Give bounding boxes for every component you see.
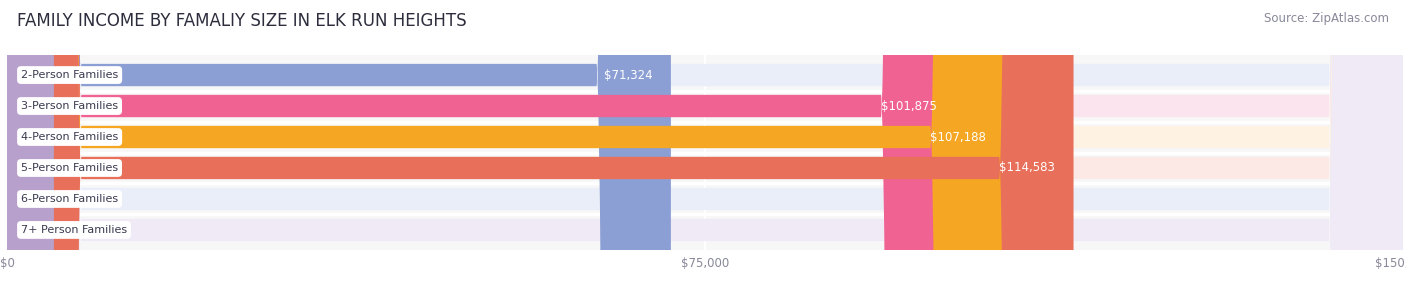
- Text: 4-Person Families: 4-Person Families: [21, 132, 118, 142]
- FancyBboxPatch shape: [7, 0, 1074, 305]
- FancyBboxPatch shape: [7, 0, 1403, 305]
- Text: Source: ZipAtlas.com: Source: ZipAtlas.com: [1264, 12, 1389, 25]
- Text: $114,583: $114,583: [1000, 161, 1054, 174]
- FancyBboxPatch shape: [7, 0, 1403, 305]
- FancyBboxPatch shape: [7, 0, 53, 305]
- Text: $0: $0: [77, 224, 91, 236]
- Text: FAMILY INCOME BY FAMALIY SIZE IN ELK RUN HEIGHTS: FAMILY INCOME BY FAMALIY SIZE IN ELK RUN…: [17, 12, 467, 30]
- FancyBboxPatch shape: [7, 0, 1403, 305]
- Text: 5-Person Families: 5-Person Families: [21, 163, 118, 173]
- FancyBboxPatch shape: [7, 0, 1403, 305]
- Text: 2-Person Families: 2-Person Families: [21, 70, 118, 80]
- Text: $107,188: $107,188: [931, 131, 986, 144]
- FancyBboxPatch shape: [7, 0, 1403, 305]
- FancyBboxPatch shape: [7, 0, 671, 305]
- FancyBboxPatch shape: [7, 0, 955, 305]
- Text: 7+ Person Families: 7+ Person Families: [21, 225, 127, 235]
- Text: 6-Person Families: 6-Person Families: [21, 194, 118, 204]
- Text: $101,875: $101,875: [880, 99, 936, 113]
- FancyBboxPatch shape: [7, 0, 1403, 305]
- Text: 3-Person Families: 3-Person Families: [21, 101, 118, 111]
- Text: $0: $0: [77, 192, 91, 206]
- FancyBboxPatch shape: [7, 0, 53, 305]
- Text: $71,324: $71,324: [603, 69, 652, 81]
- FancyBboxPatch shape: [7, 0, 1005, 305]
